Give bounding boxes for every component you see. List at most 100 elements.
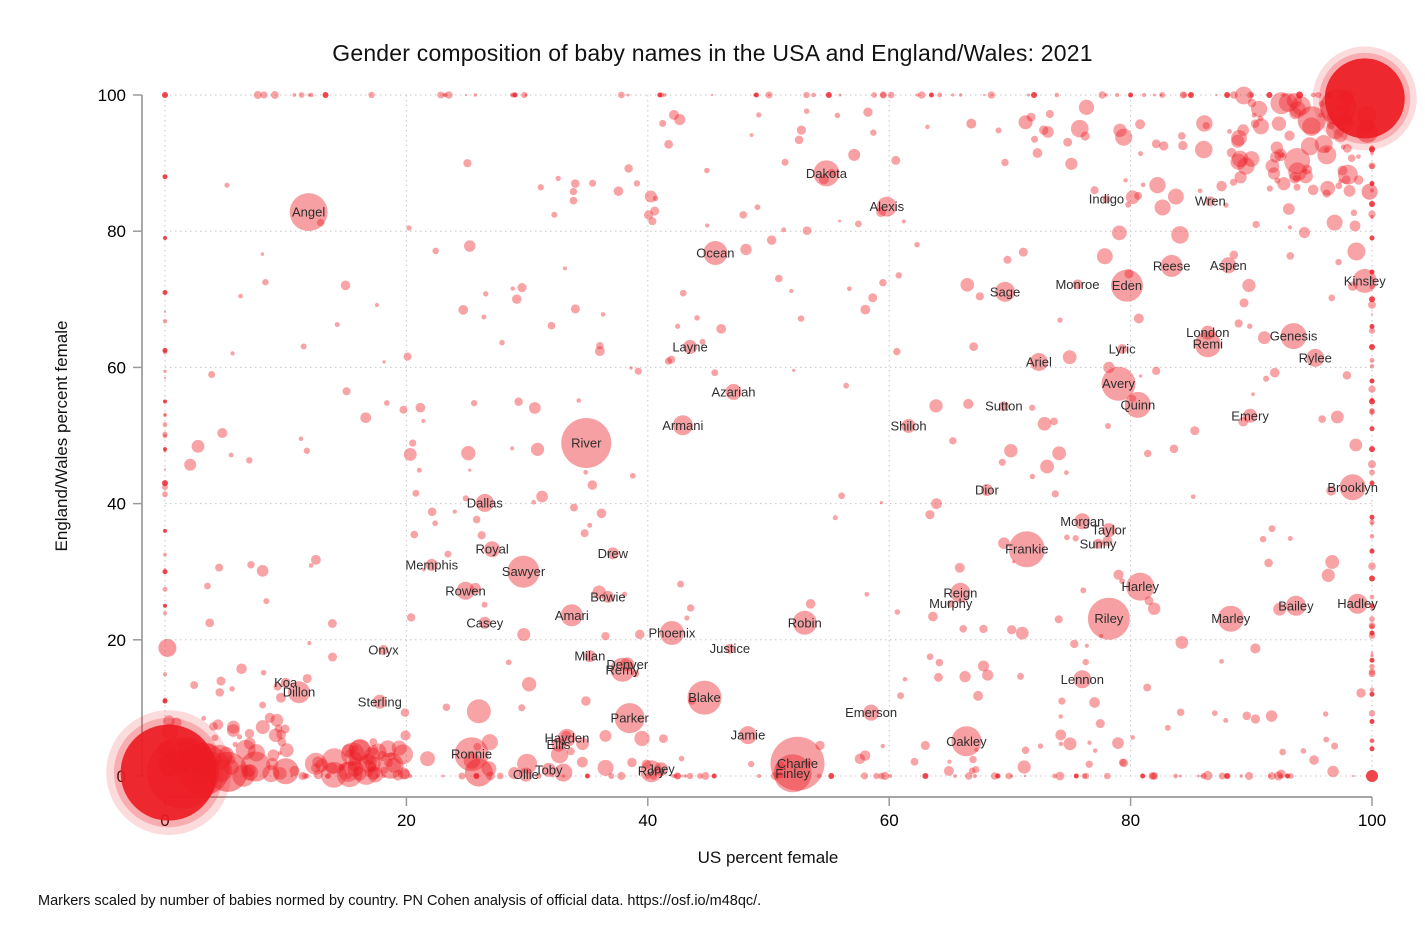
background-point (1342, 371, 1352, 380)
point-label: Harley (1121, 579, 1159, 594)
accent-point (162, 289, 168, 295)
background-point (326, 762, 338, 775)
background-point (1229, 250, 1239, 260)
data-point (614, 703, 645, 734)
background-point (400, 769, 411, 780)
background-point (959, 671, 971, 683)
background-point (386, 757, 402, 773)
background-point (673, 774, 678, 778)
data-point (792, 610, 817, 635)
point-label: Quinn (1120, 397, 1155, 412)
accent-point (163, 528, 167, 533)
background-point (1271, 116, 1287, 131)
background-point (1223, 717, 1229, 723)
background-point (1082, 658, 1089, 666)
background-point (268, 728, 283, 743)
background-point (631, 669, 640, 678)
background-point (348, 751, 362, 765)
background-point (524, 93, 528, 97)
background-point (277, 737, 287, 747)
background-point (1320, 180, 1336, 196)
background-point (951, 93, 955, 97)
data-point (1073, 670, 1092, 689)
y-tick-label: 60 (107, 358, 126, 377)
background-point (163, 377, 167, 380)
blob-point (304, 752, 327, 775)
background-point (481, 734, 498, 751)
background-point (368, 91, 375, 99)
background-point (321, 748, 348, 774)
background-point (1368, 460, 1376, 469)
point-label: Ronnie (451, 747, 492, 762)
background-point (1347, 242, 1366, 261)
background-point (1293, 183, 1301, 191)
background-point (442, 703, 451, 712)
background-point (873, 772, 880, 780)
background-point (470, 399, 478, 407)
background-point (191, 439, 205, 453)
background-point (1335, 258, 1342, 266)
data-point (770, 736, 825, 791)
background-point (246, 457, 253, 464)
background-point (517, 627, 531, 642)
background-point (334, 322, 340, 328)
background-point (775, 761, 786, 772)
point-label: Parker (611, 711, 650, 726)
background-point (1247, 323, 1253, 329)
data-point (1347, 593, 1368, 614)
background-point (1368, 710, 1376, 717)
background-point (663, 93, 667, 97)
background-point (244, 728, 255, 739)
background-point (1194, 140, 1213, 159)
background-point (1259, 535, 1267, 543)
background-point (1159, 93, 1163, 97)
background-point (910, 757, 919, 766)
background-point (1309, 755, 1319, 765)
background-point (224, 182, 230, 188)
point-label: Dakota (806, 166, 848, 181)
point-label: Ollie (513, 767, 539, 782)
background-point (1133, 313, 1144, 324)
data-point (1101, 366, 1136, 401)
background-point (1042, 126, 1054, 138)
background-point (461, 446, 476, 461)
background-point (740, 243, 752, 256)
background-point (298, 436, 304, 441)
background-point (1292, 174, 1300, 182)
accent-point (162, 698, 168, 704)
background-point (555, 175, 561, 182)
background-point (1040, 459, 1054, 474)
data-point (1101, 523, 1116, 538)
background-point (1113, 123, 1127, 137)
point-label: Toby (535, 762, 563, 777)
background-point (854, 220, 862, 228)
background-point (1171, 226, 1189, 244)
accent-point (1285, 773, 1291, 779)
background-point (868, 293, 878, 303)
data-point (1339, 474, 1366, 501)
background-point (1017, 672, 1025, 680)
blob-point (848, 148, 861, 161)
background-point (327, 619, 337, 628)
data-point (1194, 331, 1221, 358)
background-point (1335, 182, 1343, 190)
background-point (860, 772, 869, 780)
background-point (262, 278, 269, 286)
accent-point (657, 92, 663, 98)
point-label: Morgan (1060, 514, 1104, 529)
background-point (208, 371, 216, 378)
background-point (1197, 188, 1203, 194)
background-point (1302, 164, 1313, 175)
background-point (561, 730, 572, 741)
background-point (1370, 738, 1374, 743)
data-point (1072, 279, 1083, 290)
point-label: Casey (466, 615, 503, 630)
background-point (1105, 422, 1112, 430)
background-point (1175, 636, 1189, 649)
background-point (163, 611, 167, 616)
background-point (1368, 300, 1376, 309)
data-point (863, 704, 880, 721)
background-point (536, 773, 542, 779)
accent-point (162, 174, 168, 180)
background-point (247, 561, 255, 569)
